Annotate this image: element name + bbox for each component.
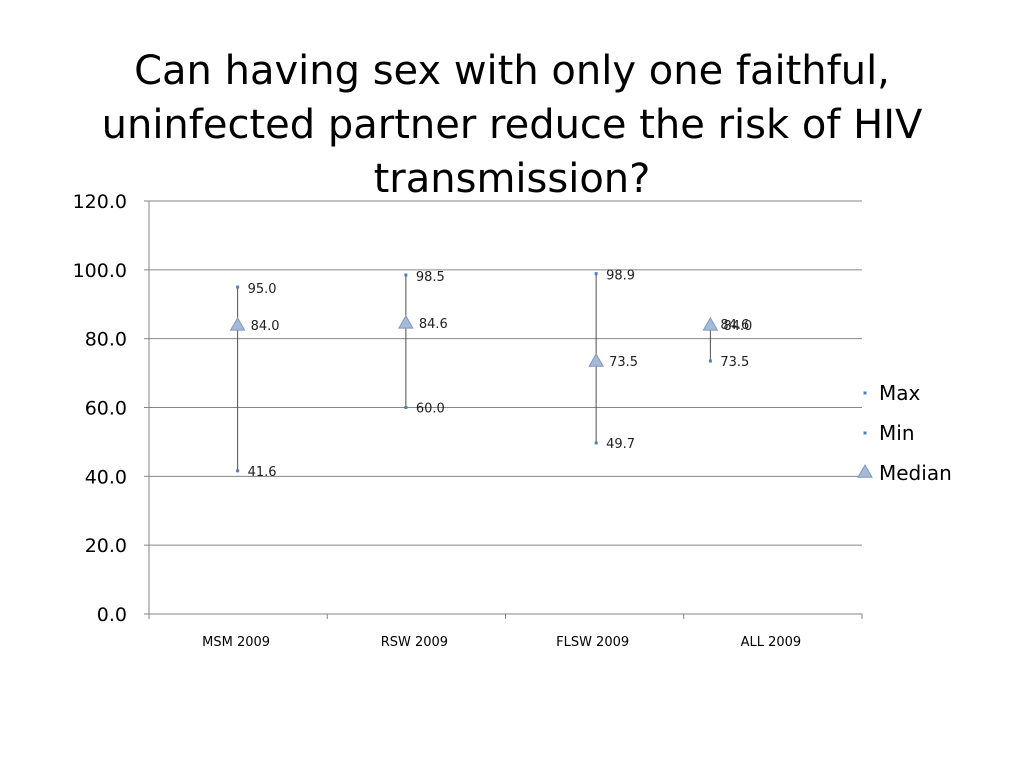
x-category-label: RSW 2009 bbox=[381, 635, 448, 650]
median-value-label: 84.6 bbox=[419, 317, 448, 332]
max-marker bbox=[236, 285, 240, 289]
median-marker bbox=[702, 316, 719, 331]
min-marker bbox=[404, 406, 408, 409]
min-value-label: 49.7 bbox=[606, 437, 635, 452]
median-marker bbox=[229, 316, 246, 331]
min-value-label: 73.5 bbox=[720, 355, 749, 370]
min-value-label: 41.6 bbox=[248, 465, 277, 480]
median-marker bbox=[588, 353, 604, 367]
median-value-label: 73.5 bbox=[609, 355, 638, 370]
min-marker bbox=[594, 441, 598, 445]
gridlines bbox=[149, 200, 862, 615]
y-tick-label: 20.0 bbox=[85, 535, 127, 557]
legend-median-marker bbox=[857, 463, 873, 478]
y-tick-label: 60.0 bbox=[85, 398, 127, 420]
y-tick-label: 0.0 bbox=[97, 604, 127, 626]
legend-label: Max bbox=[879, 381, 921, 405]
x-category-label: ALL 2009 bbox=[741, 635, 802, 650]
legend-min-marker bbox=[863, 431, 867, 435]
legend-label: Min bbox=[879, 421, 915, 445]
max-marker bbox=[594, 272, 598, 276]
median-value-label: 84.0 bbox=[723, 319, 752, 334]
y-tick-label: 120.0 bbox=[73, 191, 127, 213]
axes: 0.0 20.0 40.0 60.0 80.0 100.0 120.0 MSM 2009 RSW… bbox=[73, 191, 863, 650]
max-value-label: 84.6 bbox=[720, 318, 749, 333]
x-category-label: FLSW 2009 bbox=[556, 635, 629, 650]
max-value-label: 95.0 bbox=[248, 282, 277, 297]
range-lines bbox=[237, 273, 711, 471]
legend-label: Median bbox=[879, 461, 952, 485]
y-tick-label: 80.0 bbox=[85, 329, 127, 351]
data-labels: 95.0 41.6 84.0 98.5 60.0 84.6 98.9 49.7 73.5 84.6… bbox=[248, 269, 753, 480]
min-marker bbox=[708, 359, 712, 363]
y-tick-label: 100.0 bbox=[73, 260, 127, 282]
data-markers bbox=[229, 272, 719, 473]
min-marker bbox=[236, 469, 240, 473]
median-value-label: 84.0 bbox=[251, 319, 280, 334]
median-marker bbox=[398, 314, 414, 329]
min-value-label: 60.0 bbox=[416, 402, 445, 417]
max-value-label: 98.5 bbox=[416, 270, 445, 285]
legend: Max Min Median bbox=[857, 381, 952, 485]
max-marker bbox=[404, 273, 408, 277]
y-tick-label: 40.0 bbox=[85, 466, 127, 488]
legend-max-marker bbox=[863, 391, 867, 395]
slide-title: Can having sex with only one faithful, u… bbox=[101, 48, 923, 202]
x-category-label: MSM 2009 bbox=[202, 635, 270, 650]
max-value-label: 98.9 bbox=[606, 269, 635, 284]
